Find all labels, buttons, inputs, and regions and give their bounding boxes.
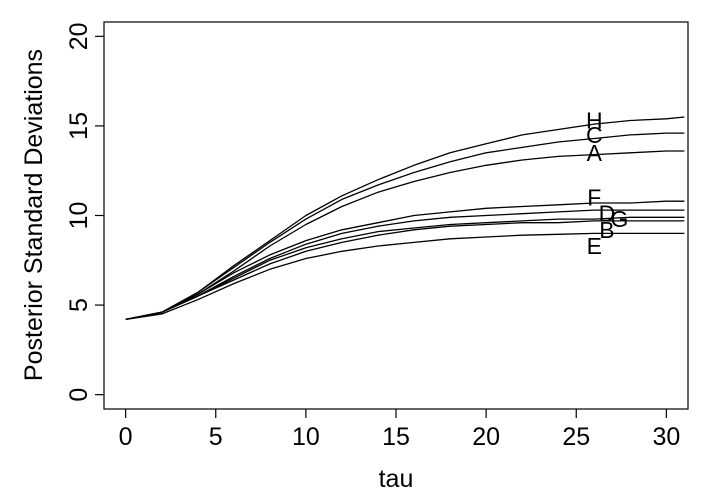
series-line-b: [125, 220, 685, 321]
y-tick-label: 15: [65, 112, 93, 140]
series-line-a: [125, 150, 685, 321]
x-tick-label: 25: [562, 423, 590, 451]
series-line-d: [125, 209, 685, 321]
series-label-b: B: [599, 217, 614, 243]
series-line-e: [125, 232, 685, 321]
y-tick-label: 0: [65, 388, 93, 402]
y-tick-label: 20: [65, 22, 93, 50]
x-tick-label: 5: [209, 423, 223, 451]
series-line-h: [125, 116, 685, 321]
y-axis-title: Posterior Standard Deviations: [20, 49, 48, 381]
x-tick-label: 20: [472, 423, 500, 451]
y-tick-label: 10: [65, 202, 93, 230]
series-label-d: D: [599, 201, 616, 227]
series-label-f: F: [587, 185, 601, 211]
series-label-a: A: [587, 140, 603, 166]
x-tick-label: 30: [652, 423, 680, 451]
x-axis: 0 5 10 15 20 25 30: [119, 409, 680, 451]
series-label-h: H: [586, 108, 603, 134]
x-tick-label: 10: [292, 423, 320, 451]
series-line-c: [125, 132, 685, 321]
series-line-f: [125, 200, 685, 321]
series-line-g: [125, 216, 685, 321]
x-tick-label: 15: [382, 423, 410, 451]
series-label-c: C: [586, 122, 603, 148]
series-lines: [125, 116, 685, 321]
y-axis: 0 5 10 15 20: [65, 22, 104, 402]
x-axis-title: tau: [379, 465, 414, 493]
series-label-e: E: [587, 233, 602, 259]
y-tick-label: 5: [65, 298, 93, 312]
x-tick-label: 0: [119, 423, 133, 451]
series-label-g: G: [611, 206, 629, 232]
